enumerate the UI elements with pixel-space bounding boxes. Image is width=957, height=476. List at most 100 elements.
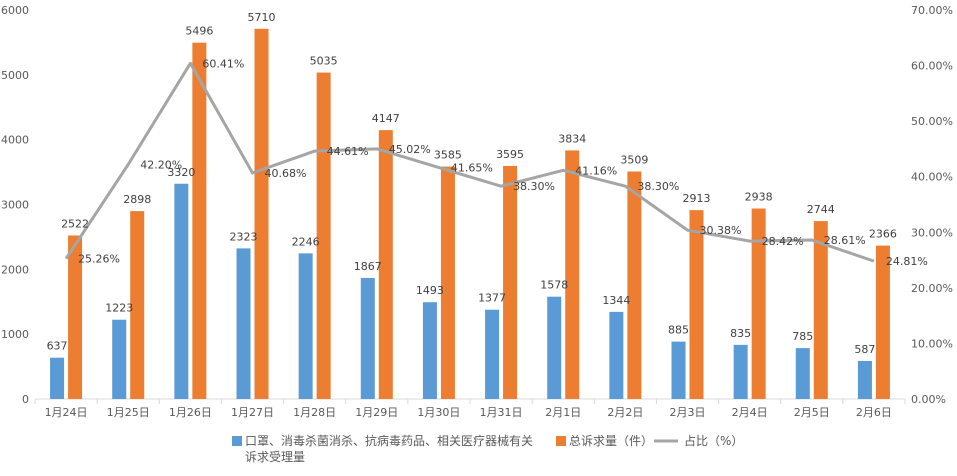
bar-b-data-label: 2938 [745,191,773,204]
x-tick-label: 2月1日 [545,406,581,419]
bar-b-data-label: 5496 [185,25,213,38]
legend-swatch-series-a [232,436,242,446]
bar-b-data-label: 5710 [248,11,276,24]
bar-series-a [298,253,313,399]
bar-series-a [609,311,624,399]
y-left-tick-label: 5000 [1,69,29,82]
bar-series-b [378,130,393,399]
line-data-label: 38.30% [637,180,679,193]
bar-a-data-label: 1578 [540,279,568,292]
chart-line [64,61,875,263]
bar-series-a [236,248,251,399]
bar-a-data-label: 2323 [230,230,258,243]
x-tick-label: 2月4日 [732,406,768,419]
chart-bars [50,28,890,400]
x-tick-label: 1月27日 [231,406,274,419]
line-data-label: 40.68% [265,167,307,180]
line-data-label: 24.81% [886,255,928,268]
bar-b-data-label: 2898 [123,193,151,206]
bar-series-a [360,277,375,399]
legend-swatch-series-b [556,436,566,446]
bar-series-b [68,235,83,399]
bar-a-data-label: 637 [47,340,68,353]
line-series-share [64,61,875,263]
line-data-label: 41.65% [451,162,493,175]
y-right-tick-label: 40.00% [911,171,953,184]
x-tick-label: 1月30日 [417,406,460,419]
legend-label-series-line: 占比（%） [684,433,743,448]
line-data-label: 30.38% [700,224,742,237]
x-tick-label: 1月26日 [169,406,212,419]
y-right-tick-label: 30.00% [911,226,953,239]
bar-a-data-label: 1377 [478,292,506,305]
bar-a-data-label: 1867 [354,260,382,273]
legend-label-series-a: 口罩、消毒杀菌消杀、抗病毒药品、相关医疗器械有关 [245,433,533,448]
bar-series-b [130,211,145,399]
bar-series-b [440,166,455,399]
bar-series-b [627,171,642,399]
bar-series-b [192,42,207,400]
bar-b-data-label: 3834 [558,132,586,145]
y-left-tick-label: 3000 [1,199,29,212]
bar-b-data-label: 2366 [869,228,897,241]
bar-series-b [689,210,704,399]
y-right-tick-label: 50.00% [911,115,953,128]
bar-a-data-label: 835 [730,327,751,340]
line-data-label: 25.26% [78,253,120,266]
bar-series-a [50,357,65,399]
bar-b-data-label: 3585 [434,149,462,162]
line-data-label: 28.61% [824,234,866,247]
x-tick-label: 2月6日 [856,406,892,419]
bar-series-b [813,221,828,399]
y-left-tick-label: 4000 [1,134,29,147]
line-data-label: 42.20% [140,158,182,171]
bar-b-data-label: 3509 [620,153,648,166]
bar-series-a [671,341,686,399]
bar-a-data-label: 785 [792,330,813,343]
bar-series-a [422,302,437,399]
x-tick-label: 2月2日 [607,406,643,419]
y-right-tick-label: 70.00% [911,4,953,17]
bar-series-b [316,72,331,400]
x-tick-label: 2月5日 [794,406,830,419]
y-left-tick-label: 2000 [1,263,29,276]
x-tick-label: 1月24日 [45,406,88,419]
bar-a-data-label: 587 [854,343,875,356]
bar-b-data-label: 2744 [807,203,835,216]
line-data-label: 38.30% [513,180,555,193]
bar-series-a [795,348,810,399]
bar-series-b [751,208,766,399]
x-tick-label: 2月3日 [670,406,706,419]
x-tick-label: 1月29日 [355,406,398,419]
bar-a-data-label: 2246 [292,235,320,248]
y-left-tick-label: 1000 [1,328,29,341]
bar-series-a [733,344,748,399]
line-data-label: 44.61% [327,145,369,158]
bar-a-data-label: 1493 [416,284,444,297]
legend-label-series-b: 总诉求量（件） [569,434,653,448]
chart-data-labels: 637 2522 1223 2898 3320 5496 2323 5710 2246 5035 1… [47,11,928,356]
line-data-label: 28.42% [762,235,804,248]
y-right-tick-label: 60.00% [911,60,953,73]
line-data-label: 60.41% [202,57,244,70]
bar-b-data-label: 4147 [372,112,400,125]
y-left-tick-label: 6000 [1,4,29,17]
line-data-label: 41.16% [575,164,617,177]
bar-a-data-label: 885 [668,324,689,337]
y-right-tick-label: 10.00% [911,337,953,350]
bar-series-b [254,28,269,399]
bar-b-data-label: 2913 [683,192,711,205]
bar-a-data-label: 1223 [105,302,133,315]
y-right-tick-label: 20.00% [911,282,953,295]
bar-series-b [565,150,580,399]
bar-a-data-label: 3320 [167,166,195,179]
x-tick-label: 1月25日 [107,406,150,419]
y-right-tick-label: 0.00% [911,393,946,406]
bar-series-a [112,319,127,399]
chart-axes: 0 1000 2000 3000 4000 5000 6000 0.00% 10.00% 20.0… [1,4,953,419]
bar-b-data-label: 5035 [310,55,338,68]
bar-series-a [547,296,562,399]
bar-series-b [875,245,890,399]
